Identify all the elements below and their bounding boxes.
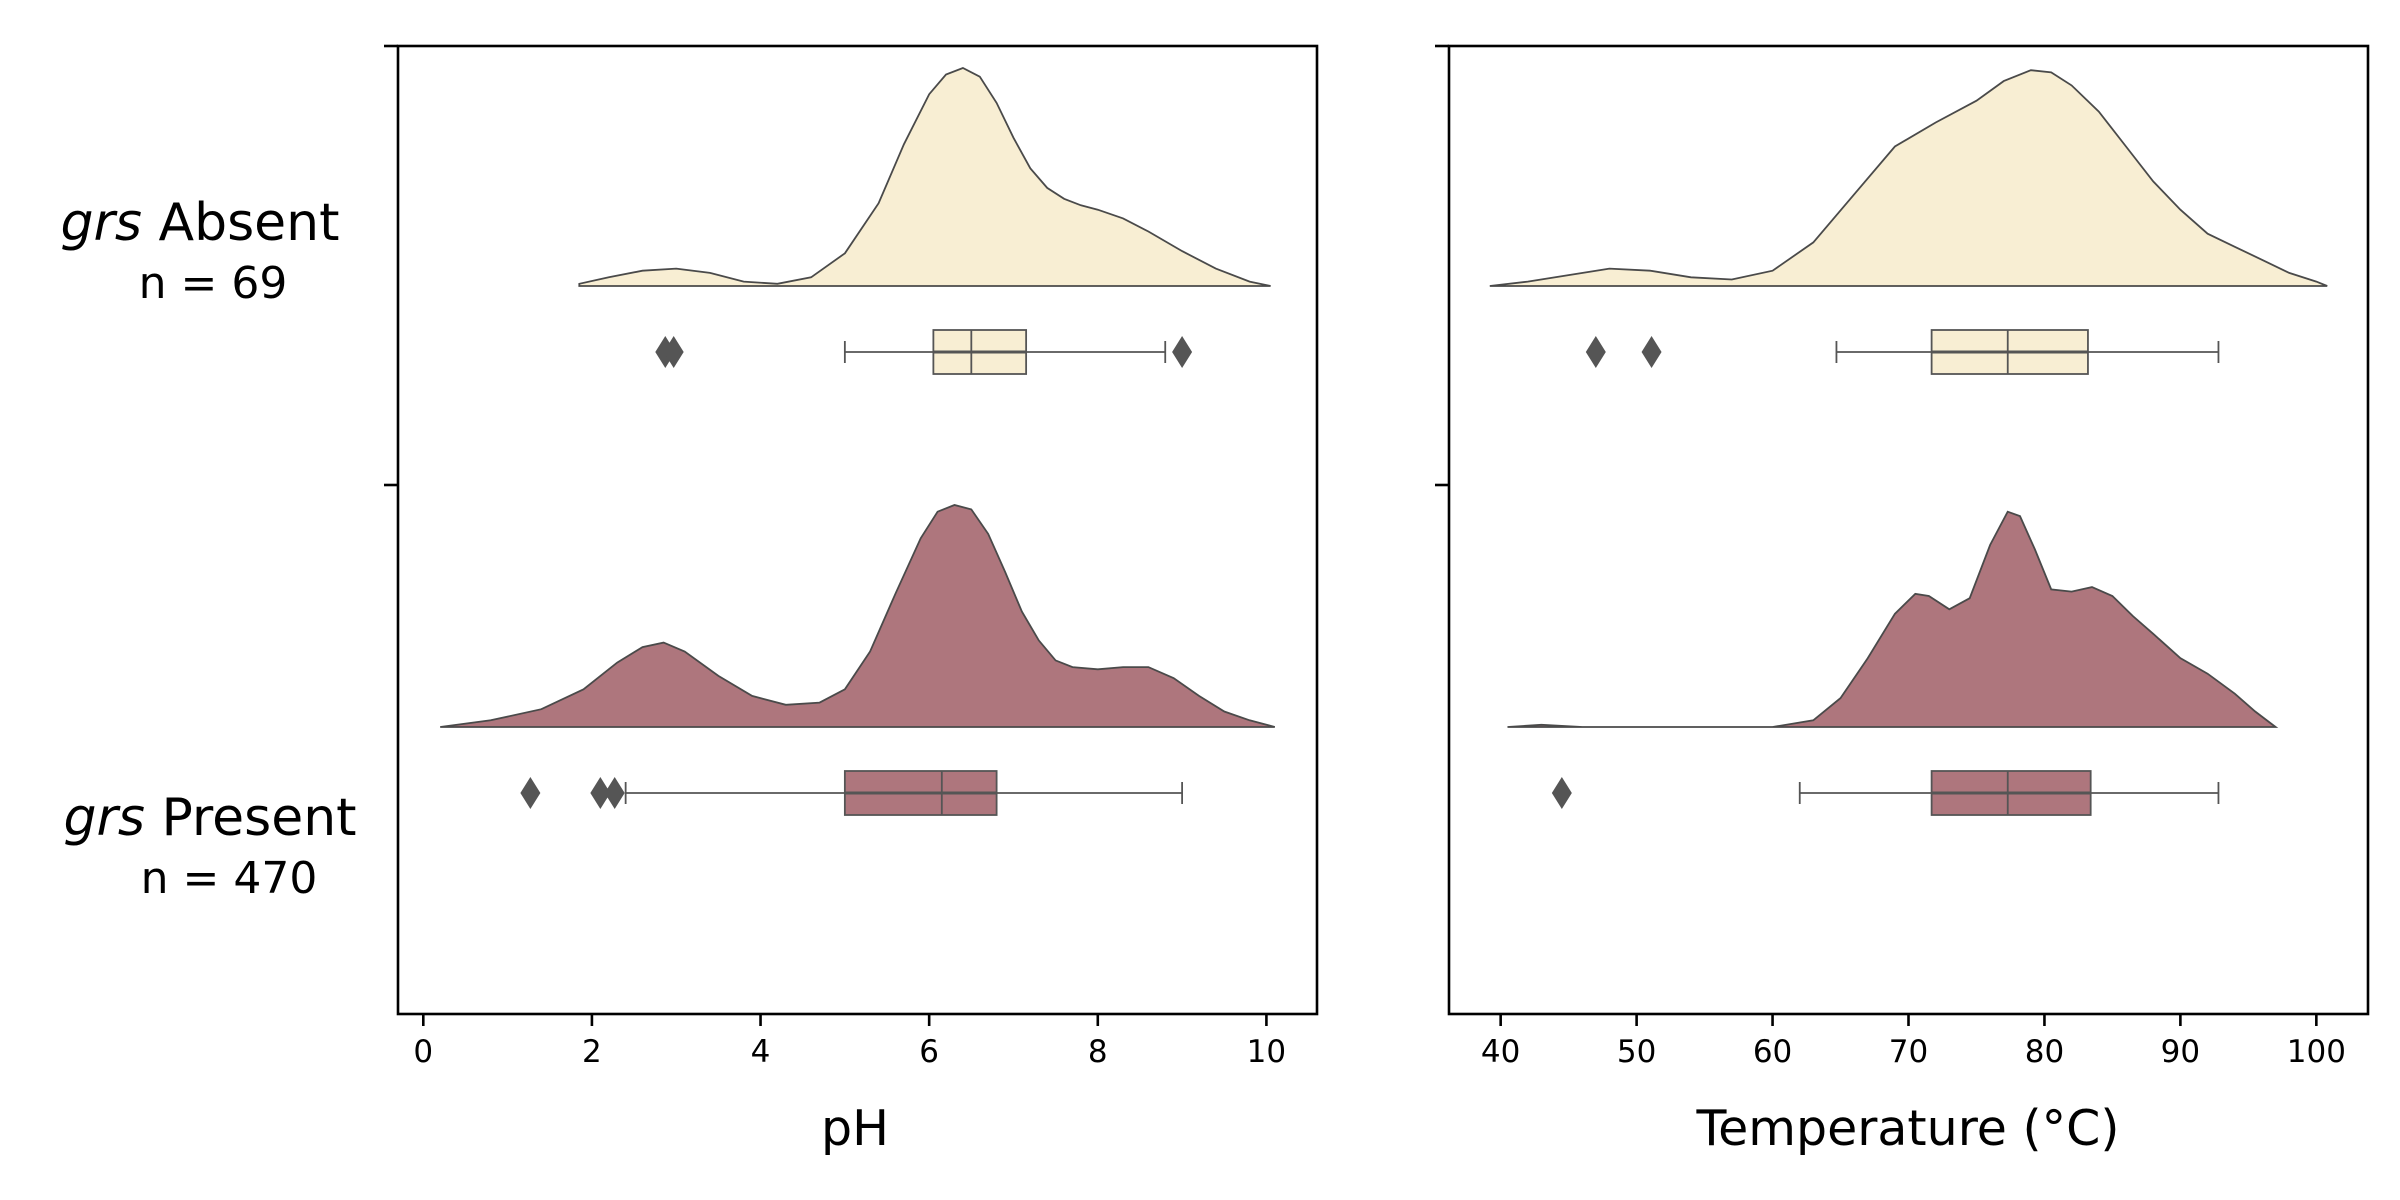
y-label-present: grs Present n = 470 [63,788,356,904]
outlier-marker-present [590,777,611,809]
x-tick-label: 60 [1753,1034,1792,1070]
svg-text:grs Absent: grs Absent [60,193,339,253]
n-label-absent: n = 69 [139,258,288,309]
x-tick-label: 0 [413,1034,433,1070]
x-tick-label: 70 [1889,1034,1928,1070]
axes-frame [396,44,1319,1016]
outlier-marker-absent [1585,336,1606,368]
density-cloud-present [1507,510,2279,728]
panel-temperature: 40 50 60 70 80 90 100 [1435,44,2370,1070]
outlier-marker-absent [1172,336,1193,368]
y-label-absent: grs Absent n = 69 [60,193,339,309]
x-tick-label: 80 [2025,1034,2064,1070]
x-tick-label: 8 [1088,1034,1108,1070]
outlier-marker-present [520,777,541,809]
x-axis-label-ph: pH [821,1100,889,1157]
x-tick-label: 50 [1617,1034,1656,1070]
panel-ph: 0 2 4 6 8 10 [384,44,1319,1070]
density-cloud-absent [578,67,1271,287]
outlier-marker-present [1551,777,1572,809]
x-axis-label-temperature: Temperature (°C) [1696,1100,2120,1157]
svg-text:grs Present: grs Present [63,788,356,848]
x-tick-label: 100 [2287,1034,2346,1070]
x-tick-label: 2 [582,1034,602,1070]
x-tick-label: 40 [1481,1034,1520,1070]
x-tick-label: 4 [751,1034,771,1070]
outlier-marker-absent [663,336,684,368]
x-tick-label: 10 [1247,1034,1286,1070]
n-label-present: n = 470 [141,853,318,904]
outlier-marker-absent [1641,336,1662,368]
outlier-marker-present [604,777,625,809]
density-cloud-absent [1489,69,2328,287]
density-cloud-present [440,504,1276,728]
x-tick-label: 90 [2161,1034,2200,1070]
x-tick-label: 6 [919,1034,939,1070]
